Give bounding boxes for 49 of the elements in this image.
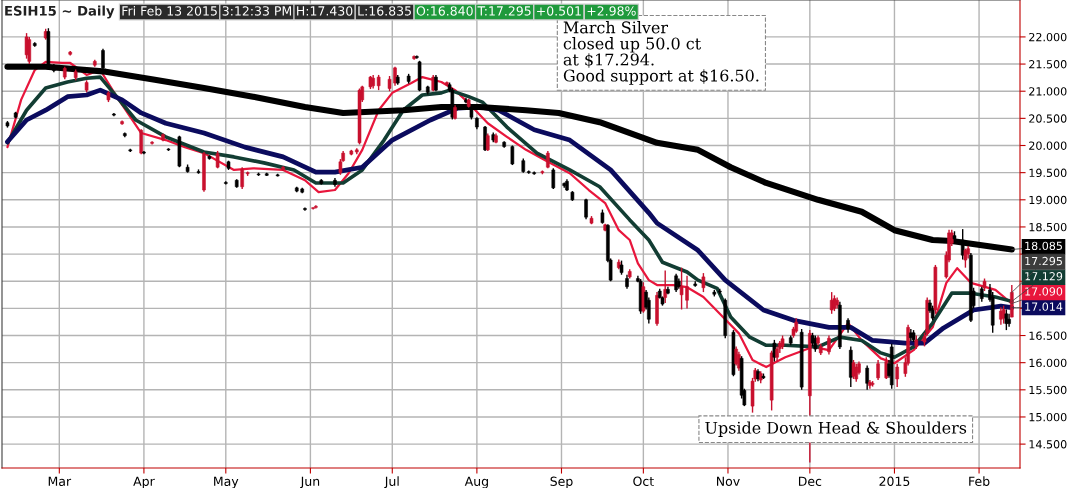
x-tick-label: 2015 — [879, 476, 910, 487]
annotation: H:17.430 — [297, 6, 353, 16]
data-label: 18.085 — [1025, 241, 1062, 251]
candlestick — [876, 359, 880, 381]
annotation: +2.98% — [587, 6, 636, 16]
candlestick — [24, 32, 29, 60]
data-label: 17.129 — [1025, 272, 1063, 281]
annotation: +0.501 — [537, 6, 581, 16]
candlestick — [895, 363, 899, 388]
annotation: 3:12:33 PM — [222, 6, 292, 16]
data-label: 17.014 — [1025, 302, 1063, 311]
x-tick-label: Sep — [550, 476, 573, 488]
y-tick-label: 16.500 — [1029, 331, 1067, 340]
y-tick-label: 19.500 — [1029, 168, 1067, 178]
x-tick-label: Feb — [969, 476, 990, 487]
y-tick-label: 19.000 — [1029, 195, 1067, 205]
annotation: L:16.835 — [358, 6, 411, 16]
candlestick — [551, 167, 556, 190]
x-tick-label: Jul — [384, 476, 399, 488]
x-tick-label: Nov — [717, 476, 740, 487]
candlestick — [734, 345, 738, 367]
y-tick-label: 20.500 — [1029, 114, 1067, 123]
annotation: March Silver closed up 50.0 ct at $17.294. Good support at $16.50. — [563, 21, 759, 85]
annotation: T:17.295 — [477, 6, 531, 16]
x-tick-label: Mar — [48, 476, 72, 487]
y-tick-label: 22.000 — [1029, 32, 1067, 42]
annotation: 17.295 — [1025, 256, 1062, 266]
y-tick-label: 15.000 — [1029, 412, 1067, 422]
x-tick-label: Dec — [798, 476, 822, 487]
data-label: 17.090 — [1025, 287, 1063, 296]
y-tick-label: 18.500 — [1029, 222, 1067, 232]
candlestick — [827, 334, 831, 356]
chart-title: ESIH15 ~ Daily — [5, 5, 115, 19]
y-tick-label: 14.500 — [1029, 440, 1067, 449]
x-tick-label: May — [214, 476, 239, 488]
candlestick — [27, 36, 32, 65]
annotation: Fri Feb 13 2015 — [122, 5, 217, 16]
x-tick-label: Jun — [299, 476, 320, 488]
annotation: O:16.840 — [416, 6, 473, 16]
candlestick — [701, 272, 706, 293]
y-tick-label: 15.500 — [1029, 385, 1067, 395]
y-tick-label: 16.000 — [1029, 358, 1067, 368]
y-tick-label: 21.000 — [1029, 87, 1067, 96]
annotation: Upside Down Head & Shoulders — [705, 421, 967, 437]
y-tick-label: 20.000 — [1029, 141, 1067, 150]
x-tick-label: Aug — [464, 476, 488, 488]
x-tick-label: Apr — [133, 476, 155, 488]
y-tick-label: 21.500 — [1029, 60, 1067, 69]
x-tick-label: Oct — [633, 476, 654, 487]
